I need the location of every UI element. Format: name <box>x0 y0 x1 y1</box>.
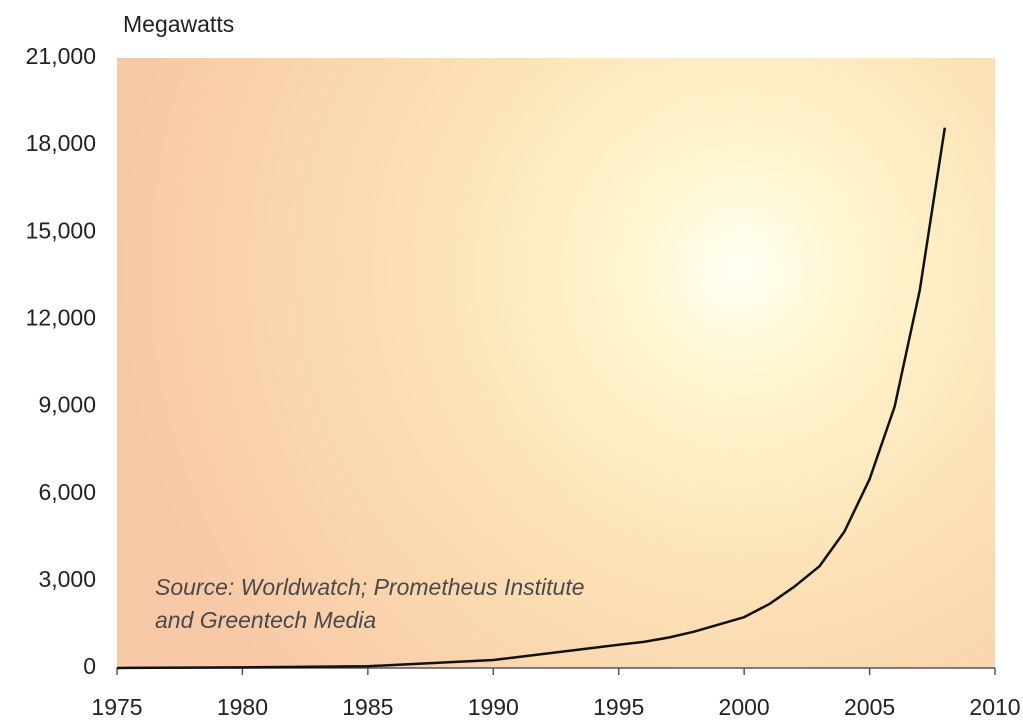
x-tick-label: 1985 <box>342 694 393 720</box>
y-tick-label: 9,000 <box>38 392 96 418</box>
annotation: and Greentech Media <box>155 607 376 633</box>
x-tick-label: 2000 <box>719 694 770 720</box>
y-tick-label: 12,000 <box>26 305 96 331</box>
y-tick-label: 6,000 <box>38 479 96 505</box>
y-axis-label: Megawatts <box>123 11 234 37</box>
x-tick-label: 2005 <box>844 694 895 720</box>
annotation: Source: Worldwatch; Prometheus Institute <box>155 574 585 600</box>
x-tick-label: 1995 <box>593 694 644 720</box>
y-tick-label: 18,000 <box>26 130 96 156</box>
data-line <box>116 127 947 670</box>
x-tick-label: 2010 <box>969 694 1020 720</box>
plot-background <box>117 58 995 668</box>
x-tick-label: 1980 <box>217 694 268 720</box>
y-tick-label: 0 <box>83 653 96 679</box>
y-tick-label: 21,000 <box>26 43 96 69</box>
x-tick-label: 1975 <box>91 694 142 720</box>
y-tick-label: 3,000 <box>38 566 96 592</box>
y-tick-label: 15,000 <box>26 217 96 243</box>
x-tick-label: 1990 <box>468 694 519 720</box>
